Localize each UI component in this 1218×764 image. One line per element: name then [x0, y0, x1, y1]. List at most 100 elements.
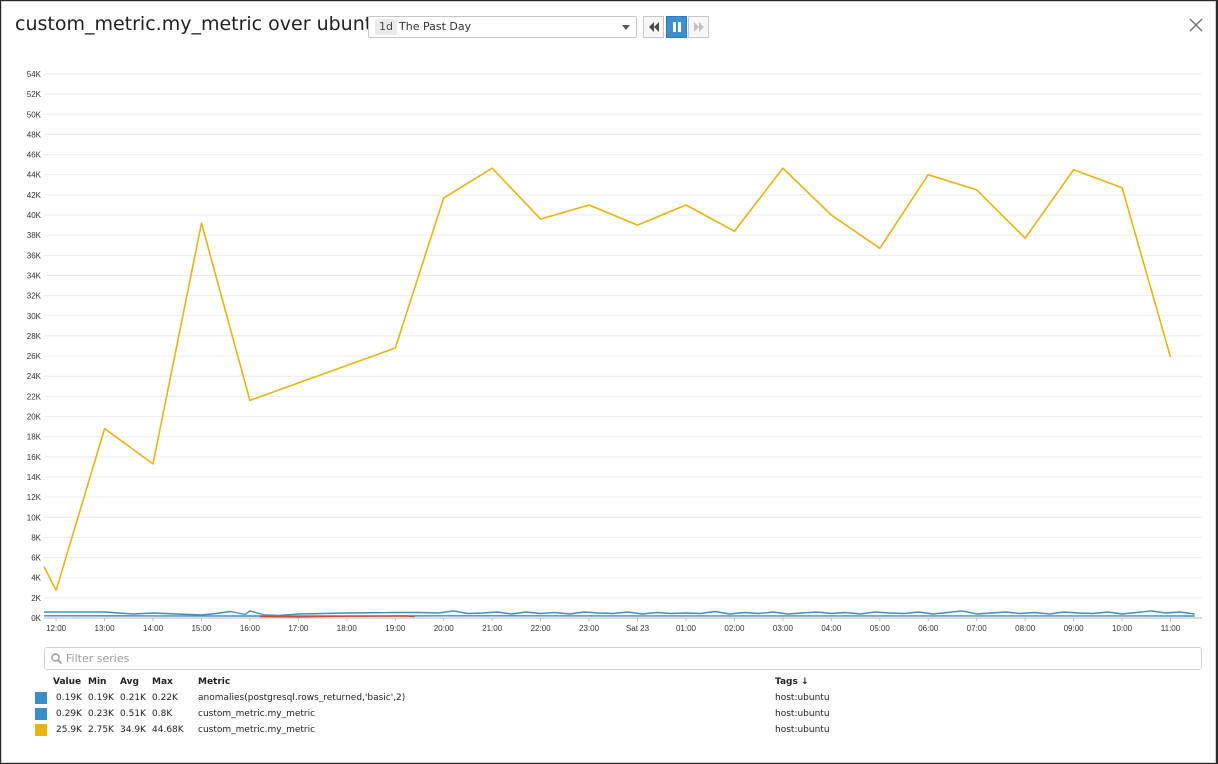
y-tick-label: 32K: [27, 292, 42, 301]
y-tick-label: 14K: [27, 473, 42, 482]
x-tick-label: 03:00: [773, 624, 794, 633]
x-tick-label: 18:00: [337, 624, 358, 633]
x-tick-label: 04:00: [821, 624, 842, 633]
y-tick-label: 16K: [27, 453, 42, 462]
series-line-my-metric-blue: [44, 610, 1195, 617]
legend-min: 0.19K: [88, 693, 114, 703]
legend-avg: 34.9K: [120, 725, 146, 735]
fast-forward-icon: [693, 22, 704, 32]
y-tick-label: 26K: [27, 352, 42, 361]
legend-tags: host:ubuntu: [775, 693, 830, 703]
timeframe-label: The Past Day: [399, 20, 472, 33]
fast-forward-button[interactable]: [688, 16, 709, 38]
legend-max: 44.68K: [152, 725, 184, 735]
col-tags-header[interactable]: Tags ↓: [775, 677, 809, 687]
y-tick-label: 52K: [27, 90, 42, 99]
y-tick-label: 36K: [27, 251, 42, 260]
y-tick-label: 30K: [27, 312, 42, 321]
y-tick-label: 50K: [27, 110, 42, 119]
x-tick-label: 08:00: [1015, 624, 1036, 633]
chart-series: [43, 167, 1195, 618]
col-metric-header[interactable]: Metric: [198, 677, 231, 687]
legend-row[interactable]: 25.9K 2.75K 34.9K 44.68K custom_metric.my_me…: [2, 723, 1217, 737]
pause-icon: [672, 22, 681, 32]
timeframe-badge: 1d: [375, 19, 397, 35]
x-axis: 12:00 13:00 14:00 15:00 16:00 17:00 18:00 19:00…: [46, 618, 1181, 633]
search-icon: [51, 653, 62, 664]
x-tick-label: 12:00: [46, 624, 67, 633]
y-tick-label: 20K: [27, 413, 42, 422]
series-line-my-metric-yellow: [43, 167, 1172, 592]
y-tick-label: 10K: [27, 513, 42, 522]
timeframe-select[interactable]: 1d The Past Day: [368, 16, 637, 38]
legend-min: 2.75K: [88, 725, 114, 735]
close-icon[interactable]: [1188, 17, 1204, 33]
x-tick-label: 17:00: [288, 624, 309, 633]
y-tick-label: 28K: [27, 332, 42, 341]
x-tick-label: 02:00: [724, 624, 745, 633]
legend-header: Value Min Avg Max Metric Tags ↓: [2, 677, 1217, 691]
rewind-icon: [648, 22, 659, 32]
chevron-down-icon: [622, 25, 630, 30]
page-title: custom_metric.my_metric over ubuntu: [15, 13, 385, 35]
y-tick-label: 54K: [27, 70, 42, 79]
legend-max: 0.8K: [152, 709, 173, 719]
legend-avg: 0.21K: [120, 693, 146, 703]
col-min-header[interactable]: Min: [88, 677, 107, 687]
pause-button[interactable]: [666, 16, 687, 38]
legend-value: 0.19K: [56, 693, 82, 703]
x-tick-label: 07:00: [967, 624, 988, 633]
series-color-swatch: [35, 692, 47, 704]
y-tick-label: 22K: [27, 392, 42, 401]
x-tick-label: 14:00: [143, 624, 164, 633]
filter-series-input[interactable]: Filter series: [44, 647, 1202, 670]
y-tick-label: 34K: [27, 271, 42, 280]
x-tick-label: 06:00: [918, 624, 939, 633]
col-value-header[interactable]: Value: [53, 677, 82, 687]
legend-value: 25.9K: [56, 725, 82, 735]
legend-avg: 0.51K: [120, 709, 146, 719]
legend-tags: host:ubuntu: [775, 725, 830, 735]
y-axis: 0K 2K 4K 6K 8K 10K 12K 14K 16K 18K 20K 22K 24K 26K 28K…: [27, 70, 42, 623]
y-tick-label: 0K: [31, 614, 41, 623]
x-tick-label: 22:00: [531, 624, 552, 633]
x-tick-label: 21:00: [482, 624, 503, 633]
y-tick-label: 2K: [31, 594, 41, 603]
y-tick-label: 12K: [27, 493, 42, 502]
y-tick-label: 6K: [31, 554, 41, 563]
legend-metric: anomalies(postgresql.rows_returned,'basi…: [198, 693, 406, 703]
x-tick-label: 13:00: [95, 624, 116, 633]
col-avg-header[interactable]: Avg: [120, 677, 139, 687]
legend-row[interactable]: 0.19K 0.19K 0.21K 0.22K anomalies(postgresql…: [2, 691, 1217, 705]
timeseries-chart: 0K 2K 4K 6K 8K 10K 12K 14K 16K 18K 20K 22K 24K 26K 28K…: [27, 70, 1202, 633]
legend-value: 0.29K: [56, 709, 82, 719]
rewind-button[interactable]: [643, 16, 664, 38]
series-color-swatch: [35, 708, 47, 720]
y-tick-label: 48K: [27, 130, 42, 139]
y-tick-label: 24K: [27, 372, 42, 381]
legend-max: 0.22K: [152, 693, 178, 703]
legend-metric: custom_metric.my_metric: [198, 709, 316, 719]
legend-min: 0.23K: [88, 709, 114, 719]
series-line-anomaly-band: [259, 615, 415, 618]
legend-tags: host:ubuntu: [775, 709, 830, 719]
y-tick-label: 38K: [27, 231, 42, 240]
x-tick-label: 15:00: [191, 624, 212, 633]
legend-row[interactable]: 0.29K 0.23K 0.51K 0.8K custom_metric.my_metr…: [2, 707, 1217, 721]
x-tick-label: 01:00: [676, 624, 697, 633]
col-max-header[interactable]: Max: [152, 677, 173, 687]
x-tick-label: 23:00: [579, 624, 600, 633]
x-tick-label: 05:00: [870, 624, 891, 633]
x-tick-label: 16:00: [240, 624, 261, 633]
y-tick-label: 46K: [27, 151, 42, 160]
x-tick-label: 20:00: [434, 624, 455, 633]
x-tick-label: 19:00: [385, 624, 406, 633]
y-tick-label: 40K: [27, 211, 42, 220]
x-tick-label: 10:00: [1112, 624, 1133, 633]
y-tick-label: 8K: [31, 533, 41, 542]
filter-placeholder: Filter series: [66, 652, 130, 665]
x-tick-label: 11:00: [1161, 624, 1181, 633]
x-tick-label: 09:00: [1064, 624, 1085, 633]
series-color-swatch: [35, 724, 47, 736]
